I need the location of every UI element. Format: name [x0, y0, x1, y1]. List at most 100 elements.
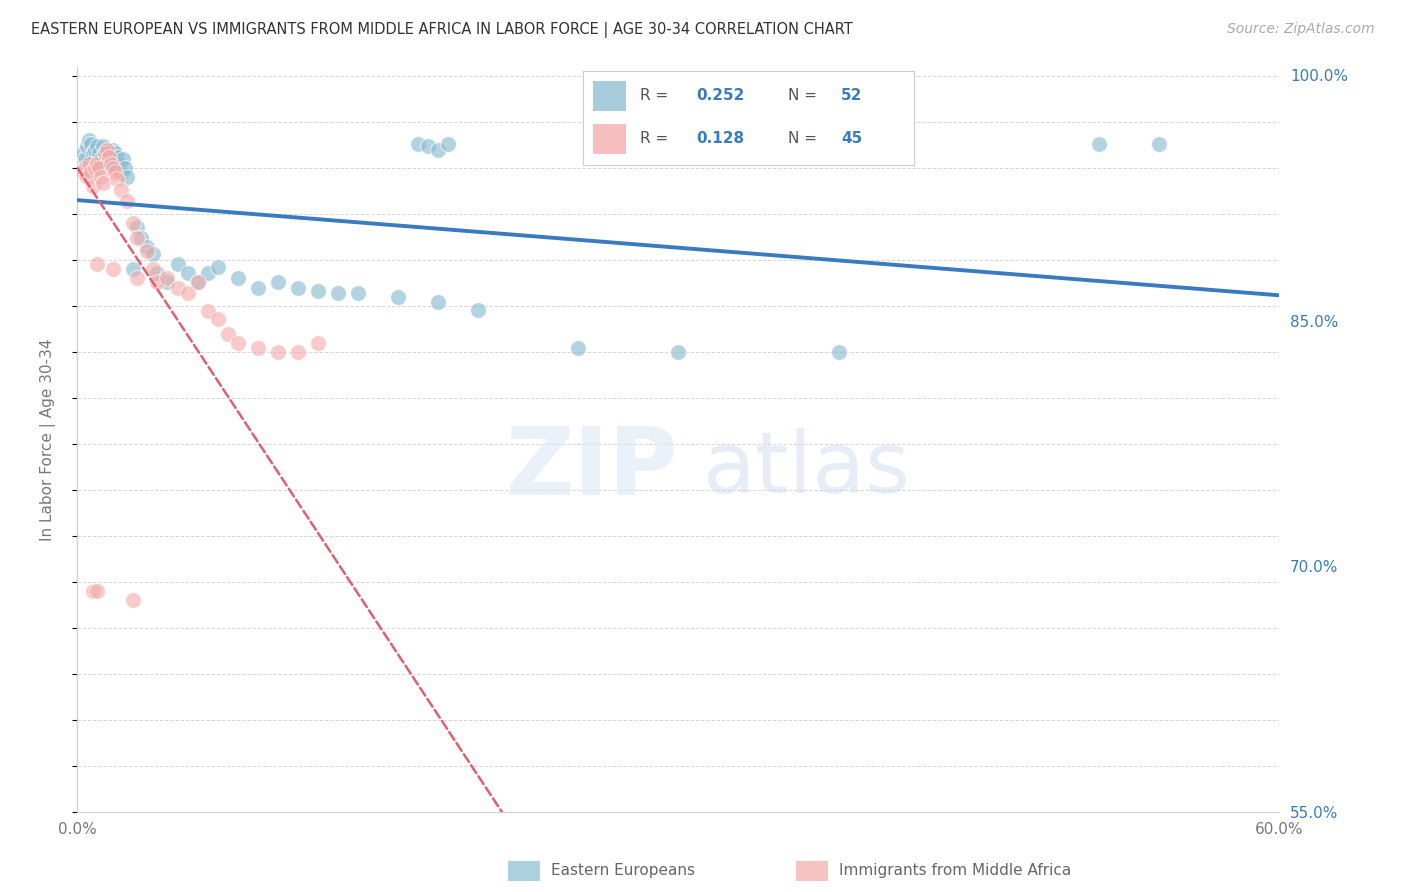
Point [76, 139, 98, 153]
Point [93, 176, 115, 190]
Point [107, 172, 129, 186]
Point [226, 271, 249, 285]
Text: Immigrants from Middle Africa: Immigrants from Middle Africa [839, 863, 1071, 878]
Point [187, 275, 209, 289]
Text: Eastern Europeans: Eastern Europeans [551, 863, 695, 878]
Point [110, 165, 132, 179]
Point [79, 157, 101, 171]
Point [90, 152, 112, 166]
Text: 0.128: 0.128 [696, 131, 744, 146]
Point [80, 165, 103, 179]
Point [187, 275, 209, 289]
Point [437, 137, 460, 152]
Point [427, 295, 450, 310]
Point [75, 152, 97, 166]
Point [82, 584, 104, 599]
Point [84, 143, 107, 157]
Point [326, 286, 349, 301]
Point [122, 262, 145, 277]
Point [107, 150, 129, 164]
Text: 45: 45 [841, 131, 862, 146]
Point [80, 137, 103, 152]
Point [146, 275, 169, 289]
Point [108, 157, 131, 171]
Point [100, 157, 122, 171]
Point [567, 341, 589, 355]
Point [176, 266, 198, 280]
Point [387, 290, 409, 304]
Point [287, 280, 309, 294]
Point [176, 286, 198, 301]
Point [122, 216, 145, 230]
Point [103, 262, 125, 277]
Point [307, 285, 329, 299]
Point [98, 146, 121, 161]
Point [94, 146, 117, 161]
Point [307, 335, 329, 350]
Point [127, 231, 149, 245]
Point [72, 146, 94, 161]
Point [112, 152, 135, 166]
Point [668, 345, 690, 359]
Point [96, 155, 118, 169]
Point [117, 170, 139, 185]
Point [104, 165, 127, 179]
Point [142, 247, 165, 261]
Point [72, 165, 94, 179]
Point [217, 326, 239, 341]
Point [467, 302, 489, 317]
Point [104, 146, 127, 161]
Point [79, 133, 101, 147]
Text: atlas: atlas [703, 427, 911, 510]
Point [166, 257, 188, 271]
Point [406, 137, 429, 152]
Point [156, 275, 179, 289]
Point [94, 146, 117, 161]
Point [226, 335, 249, 350]
Point [114, 161, 136, 175]
FancyBboxPatch shape [593, 124, 627, 153]
Point [76, 170, 98, 185]
Point [416, 139, 439, 153]
Point [1149, 137, 1171, 152]
Text: 0.252: 0.252 [696, 88, 744, 103]
Point [166, 280, 188, 294]
Point [86, 157, 108, 171]
Point [347, 286, 370, 301]
Point [86, 257, 108, 271]
Point [86, 584, 108, 599]
Text: ZIP: ZIP [506, 423, 679, 515]
Point [82, 179, 104, 194]
Point [267, 345, 290, 359]
Point [207, 260, 229, 275]
Point [427, 143, 450, 157]
Point [127, 219, 149, 234]
Text: Source: ZipAtlas.com: Source: ZipAtlas.com [1227, 22, 1375, 37]
Y-axis label: In Labor Force | Age 30-34: In Labor Force | Age 30-34 [41, 338, 56, 541]
Point [828, 345, 851, 359]
Text: R =: R = [640, 88, 673, 103]
Text: EASTERN EUROPEAN VS IMMIGRANTS FROM MIDDLE AFRICA IN LABOR FORCE | AGE 30-34 COR: EASTERN EUROPEAN VS IMMIGRANTS FROM MIDD… [31, 22, 852, 38]
Point [287, 345, 309, 359]
Text: 52: 52 [841, 88, 863, 103]
Text: R =: R = [640, 131, 673, 146]
Point [197, 266, 219, 280]
Point [267, 275, 290, 289]
Point [117, 194, 139, 209]
Point [103, 143, 125, 157]
Point [96, 143, 118, 157]
Point [110, 183, 132, 197]
Text: N =: N = [789, 131, 823, 146]
Point [75, 161, 97, 175]
Point [100, 157, 122, 171]
Point [1088, 137, 1111, 152]
Point [98, 150, 121, 164]
Point [131, 231, 153, 245]
Point [136, 240, 159, 254]
Point [197, 304, 219, 318]
Text: N =: N = [789, 88, 823, 103]
Point [82, 146, 104, 161]
Point [156, 271, 179, 285]
Point [90, 170, 112, 185]
Point [103, 161, 125, 175]
